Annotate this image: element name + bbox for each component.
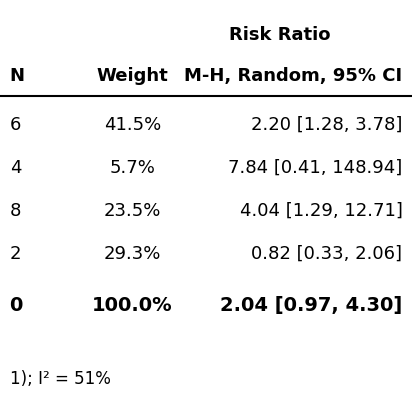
Text: 6: 6 [9, 116, 21, 134]
Text: 0: 0 [9, 296, 23, 315]
Text: 41.5%: 41.5% [104, 116, 161, 134]
Text: 2.20 [1.28, 3.78]: 2.20 [1.28, 3.78] [251, 116, 403, 134]
Text: N: N [9, 67, 25, 85]
Text: 29.3%: 29.3% [104, 245, 161, 263]
Text: Risk Ratio: Risk Ratio [229, 26, 330, 44]
Text: 2: 2 [9, 245, 21, 263]
Text: 100.0%: 100.0% [92, 296, 173, 315]
Text: 2.04 [0.97, 4.30]: 2.04 [0.97, 4.30] [220, 296, 403, 315]
Text: Weight: Weight [96, 67, 168, 85]
Text: 8: 8 [9, 202, 21, 220]
Text: 1); I² = 51%: 1); I² = 51% [9, 370, 110, 388]
Text: 7.84 [0.41, 148.94]: 7.84 [0.41, 148.94] [228, 159, 403, 177]
Text: M-H, Random, 95% CI: M-H, Random, 95% CI [184, 67, 403, 85]
Text: 4: 4 [9, 159, 21, 177]
Text: 5.7%: 5.7% [110, 159, 155, 177]
Text: 0.82 [0.33, 2.06]: 0.82 [0.33, 2.06] [251, 245, 403, 263]
Text: 4.04 [1.29, 12.71]: 4.04 [1.29, 12.71] [239, 202, 403, 220]
Text: 23.5%: 23.5% [104, 202, 161, 220]
